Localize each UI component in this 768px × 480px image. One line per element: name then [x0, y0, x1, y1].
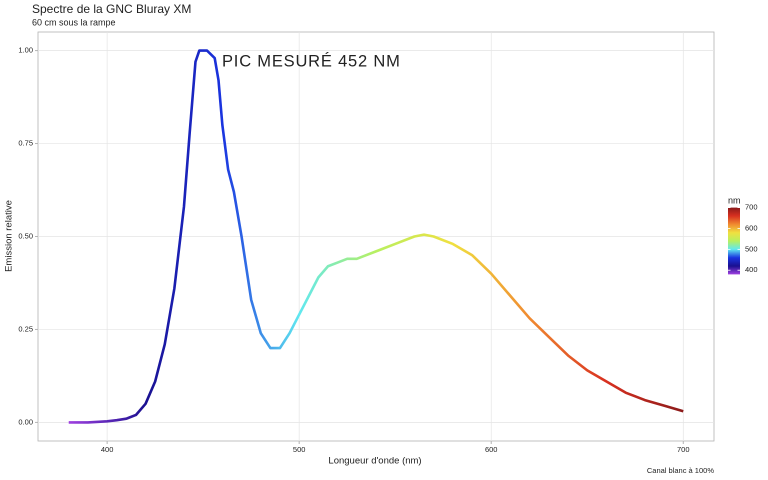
legend-title: nm [728, 195, 741, 205]
chart-title: Spectre de la GNC Bluray XM [32, 2, 191, 16]
y-tick-label: 1.00 [18, 46, 33, 55]
spectrum-line [68, 49, 684, 424]
chart-subtitle: 60 cm sous la rampe [32, 17, 116, 27]
annotation: PIC MESURÉ 452 NM [222, 51, 401, 70]
y-tick-label: 0.50 [18, 231, 33, 240]
y-axis-label: Emission relative [4, 200, 15, 272]
colorbar-tick-label: 500 [745, 244, 758, 253]
x-axis-label: Longueur d'onde (nm) [328, 456, 421, 467]
y-tick-label: 0.75 [18, 139, 33, 148]
colorbar [728, 207, 740, 275]
x-tick-label: 700 [677, 445, 690, 454]
colorbar-tick-label: 400 [745, 265, 758, 274]
colorbar-tick-label: 700 [745, 203, 758, 212]
colorbar-tick-label: 600 [745, 223, 758, 232]
y-tick-label: 0.00 [18, 417, 33, 426]
caption: Canal blanc à 100% [647, 466, 714, 475]
x-tick-label: 500 [293, 445, 306, 454]
x-tick-label: 600 [485, 445, 498, 454]
x-tick-label: 400 [101, 445, 114, 454]
y-tick-label: 0.25 [18, 324, 33, 333]
